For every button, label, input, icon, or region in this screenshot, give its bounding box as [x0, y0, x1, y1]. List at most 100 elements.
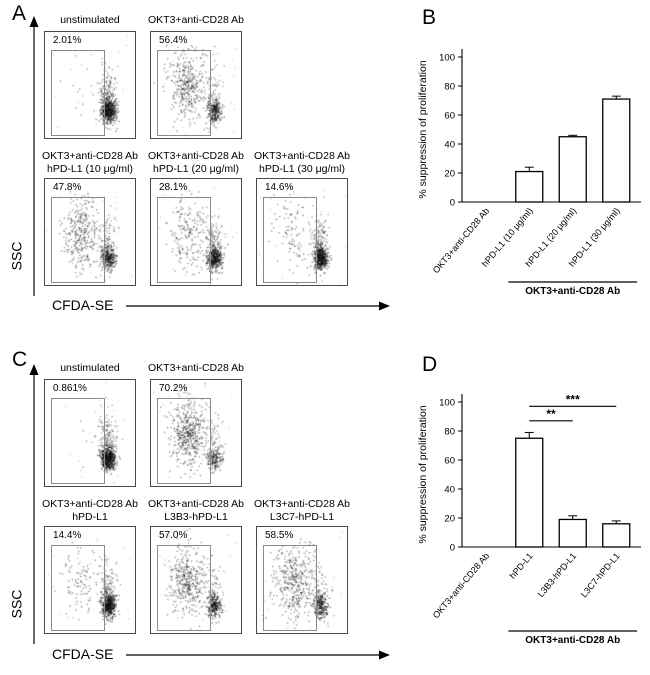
significance-stars: **	[546, 407, 556, 421]
suppression-bar-chart-b: 0 20 40 60 80 100 % suppression of proliferati…	[417, 49, 641, 297]
flow-dot-plot-canvas	[151, 32, 241, 138]
group-label: OKT3+anti-CD28 Ab	[525, 286, 620, 297]
flow-plot-title: OKT3+anti-CD28 Ab	[253, 498, 350, 510]
gate-region	[157, 545, 211, 631]
panel-b-label: B	[422, 6, 437, 29]
gate-percentage: 0.861%	[53, 383, 87, 394]
panel-a-x-axis-label: CFDA-SE	[52, 297, 114, 313]
flow-plot-title: OKT3+anti-CD28 Ab	[147, 14, 244, 26]
gate-region	[51, 398, 105, 484]
y-tick-label: 40	[444, 140, 455, 151]
flow-dot-plot: 14.6%	[256, 178, 348, 286]
group-label: OKT3+anti-CD28 Ab	[525, 635, 620, 646]
x-tick-label: OKT3+anti-CD28 Ab	[431, 551, 492, 620]
gate-percentage: 56.4%	[159, 35, 188, 46]
y-tick-label: 80	[444, 427, 455, 438]
x-tick-label: L3B3-hPD-L1	[536, 551, 579, 599]
gate-percentage: 2.01%	[53, 35, 82, 46]
y-tick-label: 20	[444, 169, 455, 180]
y-tick-label: 100	[439, 398, 455, 409]
flow-plot-title: OKT3+anti-CD28 Ab	[147, 498, 244, 510]
bar	[558, 136, 587, 203]
suppression-bar-chart-d: 0 20 40 60 80 100 % suppression of proliferati…	[417, 392, 641, 646]
flow-dot-plot: 56.4%	[150, 31, 242, 139]
flow-plot-title: hPD-L1 (30 μg/ml)	[259, 163, 345, 175]
y-axis-title: % suppression of proliferation	[417, 405, 429, 543]
flow-dot-plot-canvas	[151, 179, 241, 285]
panel-d-bar-chart: D 0 20 40 60 80 100 % suppression of prolifera…	[398, 347, 650, 675]
y-tick-label: 0	[450, 198, 455, 209]
gate-percentage: 14.4%	[53, 530, 82, 541]
bar	[558, 518, 587, 548]
flow-plot-title: OKT3+anti-CD28 Ab	[41, 498, 138, 510]
flow-plot-title: L3C7-hPD-L1	[269, 511, 335, 523]
y-axis-title: % suppression of proliferation	[417, 60, 429, 198]
flow-dot-plot: 28.1%	[150, 178, 242, 286]
gate-region	[157, 50, 211, 136]
gate-region	[157, 398, 211, 484]
gate-percentage: 14.6%	[265, 182, 294, 193]
flow-dot-plot: 57.0%	[150, 526, 242, 634]
gate-region	[51, 545, 105, 631]
flow-plot-title: OKT3+anti-CD28 Ab	[253, 150, 350, 162]
y-tick-label: 60	[444, 111, 455, 122]
y-tick-label: 80	[444, 82, 455, 93]
y-tick-label: 20	[444, 514, 455, 525]
significance-stars: ***	[566, 392, 580, 406]
flow-dot-plot-canvas	[45, 527, 135, 633]
flow-dot-plot-canvas	[45, 380, 135, 486]
flow-dot-plot-canvas	[45, 32, 135, 138]
panel-c-flow-plots: C unstimulated 0.861% OKT3+anti-CD28 Ab 70.…	[0, 342, 400, 675]
flow-plot-title: L3B3-hPD-L1	[164, 511, 228, 523]
flow-plot-title: hPD-L1 (20 μg/ml)	[153, 163, 239, 175]
x-tick-label: L3C7-hPD-L1	[579, 551, 622, 600]
panel-c-label: C	[12, 348, 28, 371]
flow-dot-plot: 47.8%	[44, 178, 136, 286]
panel-c-plot-grid: unstimulated 0.861% OKT3+anti-CD28 Ab 70.2%…	[42, 362, 364, 652]
gate-region	[51, 197, 105, 283]
bar	[515, 437, 544, 548]
flow-plot-title: hPD-L1	[72, 511, 108, 523]
panel-b-bar-chart: B 0 20 40 60 80 100 % suppression of prolifera…	[398, 2, 650, 340]
flow-dot-plot: 14.4%	[44, 526, 136, 634]
flow-plot-title: OKT3+anti-CD28 Ab	[147, 150, 244, 162]
cfda-axis-arrowhead-icon	[379, 301, 390, 311]
panel-c-y-axis-label: SSC	[8, 589, 25, 619]
gate-region	[263, 197, 317, 283]
gate-percentage: 58.5%	[265, 530, 294, 541]
flow-dot-plot: 0.861%	[44, 379, 136, 487]
y-tick-label: 100	[439, 53, 455, 64]
flow-dot-plot-canvas	[151, 527, 241, 633]
gate-percentage: 28.1%	[159, 182, 188, 193]
flow-dot-plot: 2.01%	[44, 31, 136, 139]
flow-dot-plot-canvas	[257, 527, 347, 633]
flow-dot-plot-canvas	[151, 380, 241, 486]
flow-dot-plot: 58.5%	[256, 526, 348, 634]
flow-dot-plot-canvas	[45, 179, 135, 285]
gate-percentage: 70.2%	[159, 383, 188, 394]
flow-plot-title: OKT3+anti-CD28 Ab	[41, 150, 138, 162]
flow-dot-plot: 70.2%	[150, 379, 242, 487]
flow-plot-title: unstimulated	[60, 362, 120, 374]
panel-a-label: A	[12, 2, 27, 25]
y-tick-label: 40	[444, 485, 455, 496]
bar	[602, 523, 631, 548]
gate-percentage: 47.8%	[53, 182, 82, 193]
gate-region	[157, 197, 211, 283]
panel-a-plot-grid: unstimulated 2.01% OKT3+anti-CD28 Ab 56.4% O…	[42, 14, 364, 304]
flow-plot-title: unstimulated	[60, 14, 120, 26]
panel-a-flow-plots: A unstimulated 2.01% OKT3+anti-CD28 Ab 56.4…	[0, 0, 400, 340]
flow-plot-title: hPD-L1 (10 μg/ml)	[47, 163, 133, 175]
y-tick-label: 60	[444, 456, 455, 467]
y-tick-label: 0	[450, 543, 455, 554]
x-tick-label: hPD-L1	[508, 551, 535, 581]
cfda-axis-arrowhead-icon	[379, 650, 390, 660]
gate-region	[263, 545, 317, 631]
gate-region	[51, 50, 105, 136]
panel-d-label: D	[422, 353, 438, 376]
bar	[602, 98, 631, 203]
panel-c-x-axis-label: CFDA-SE	[52, 646, 114, 662]
bar	[515, 170, 544, 203]
flow-plot-title: OKT3+anti-CD28 Ab	[147, 362, 244, 374]
